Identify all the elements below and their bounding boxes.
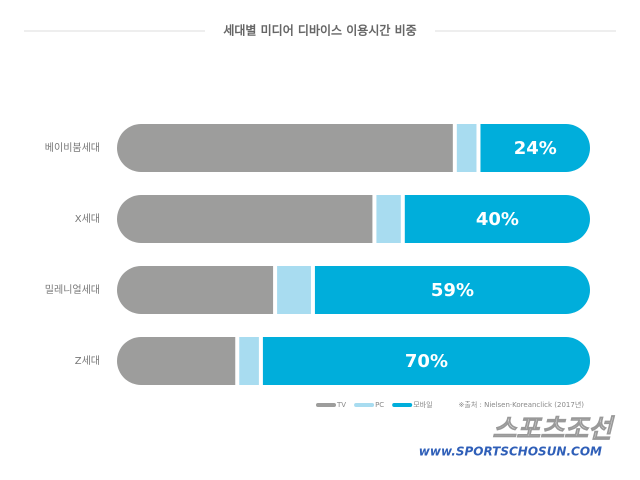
legend-label: TV xyxy=(336,401,346,409)
bar-row xyxy=(117,124,590,172)
bar-row xyxy=(117,195,590,243)
bar-segment xyxy=(404,195,590,243)
bar-segment xyxy=(117,337,236,385)
category-label: Z세대 xyxy=(75,355,100,367)
bar-segment xyxy=(277,266,311,314)
bar-segment xyxy=(262,337,590,385)
bar-segment xyxy=(314,266,590,314)
watermark-name: 스포츠조선 xyxy=(492,415,615,445)
bar-row xyxy=(117,337,590,385)
category-label: 베이비붐세대 xyxy=(45,142,100,154)
value-label: 59% xyxy=(431,280,474,301)
bar-segment xyxy=(117,124,453,172)
bar-segment xyxy=(456,124,477,172)
category-label: 밀레니얼세대 xyxy=(45,284,100,296)
bar-segment xyxy=(117,195,373,243)
value-label: 24% xyxy=(514,138,557,159)
legend-label: 모바일 xyxy=(413,400,432,409)
bar-segment xyxy=(239,337,259,385)
legend-label: PC xyxy=(375,401,384,409)
bar-row xyxy=(117,266,590,314)
value-label: 70% xyxy=(405,351,448,372)
bar-segment xyxy=(376,195,401,243)
bar-segment xyxy=(117,266,274,314)
source-note: ※출처 : Nielsen·Koreanclick (2017년) xyxy=(459,400,585,409)
chart-title: 세대별 미디어 디바이스 이용시간 비중 xyxy=(223,23,416,38)
bar-segment xyxy=(480,124,590,172)
category-label: X세대 xyxy=(75,213,100,225)
watermark-url: www.SPORTSCHOSUN.COM xyxy=(419,445,602,459)
value-label: 40% xyxy=(476,209,519,230)
